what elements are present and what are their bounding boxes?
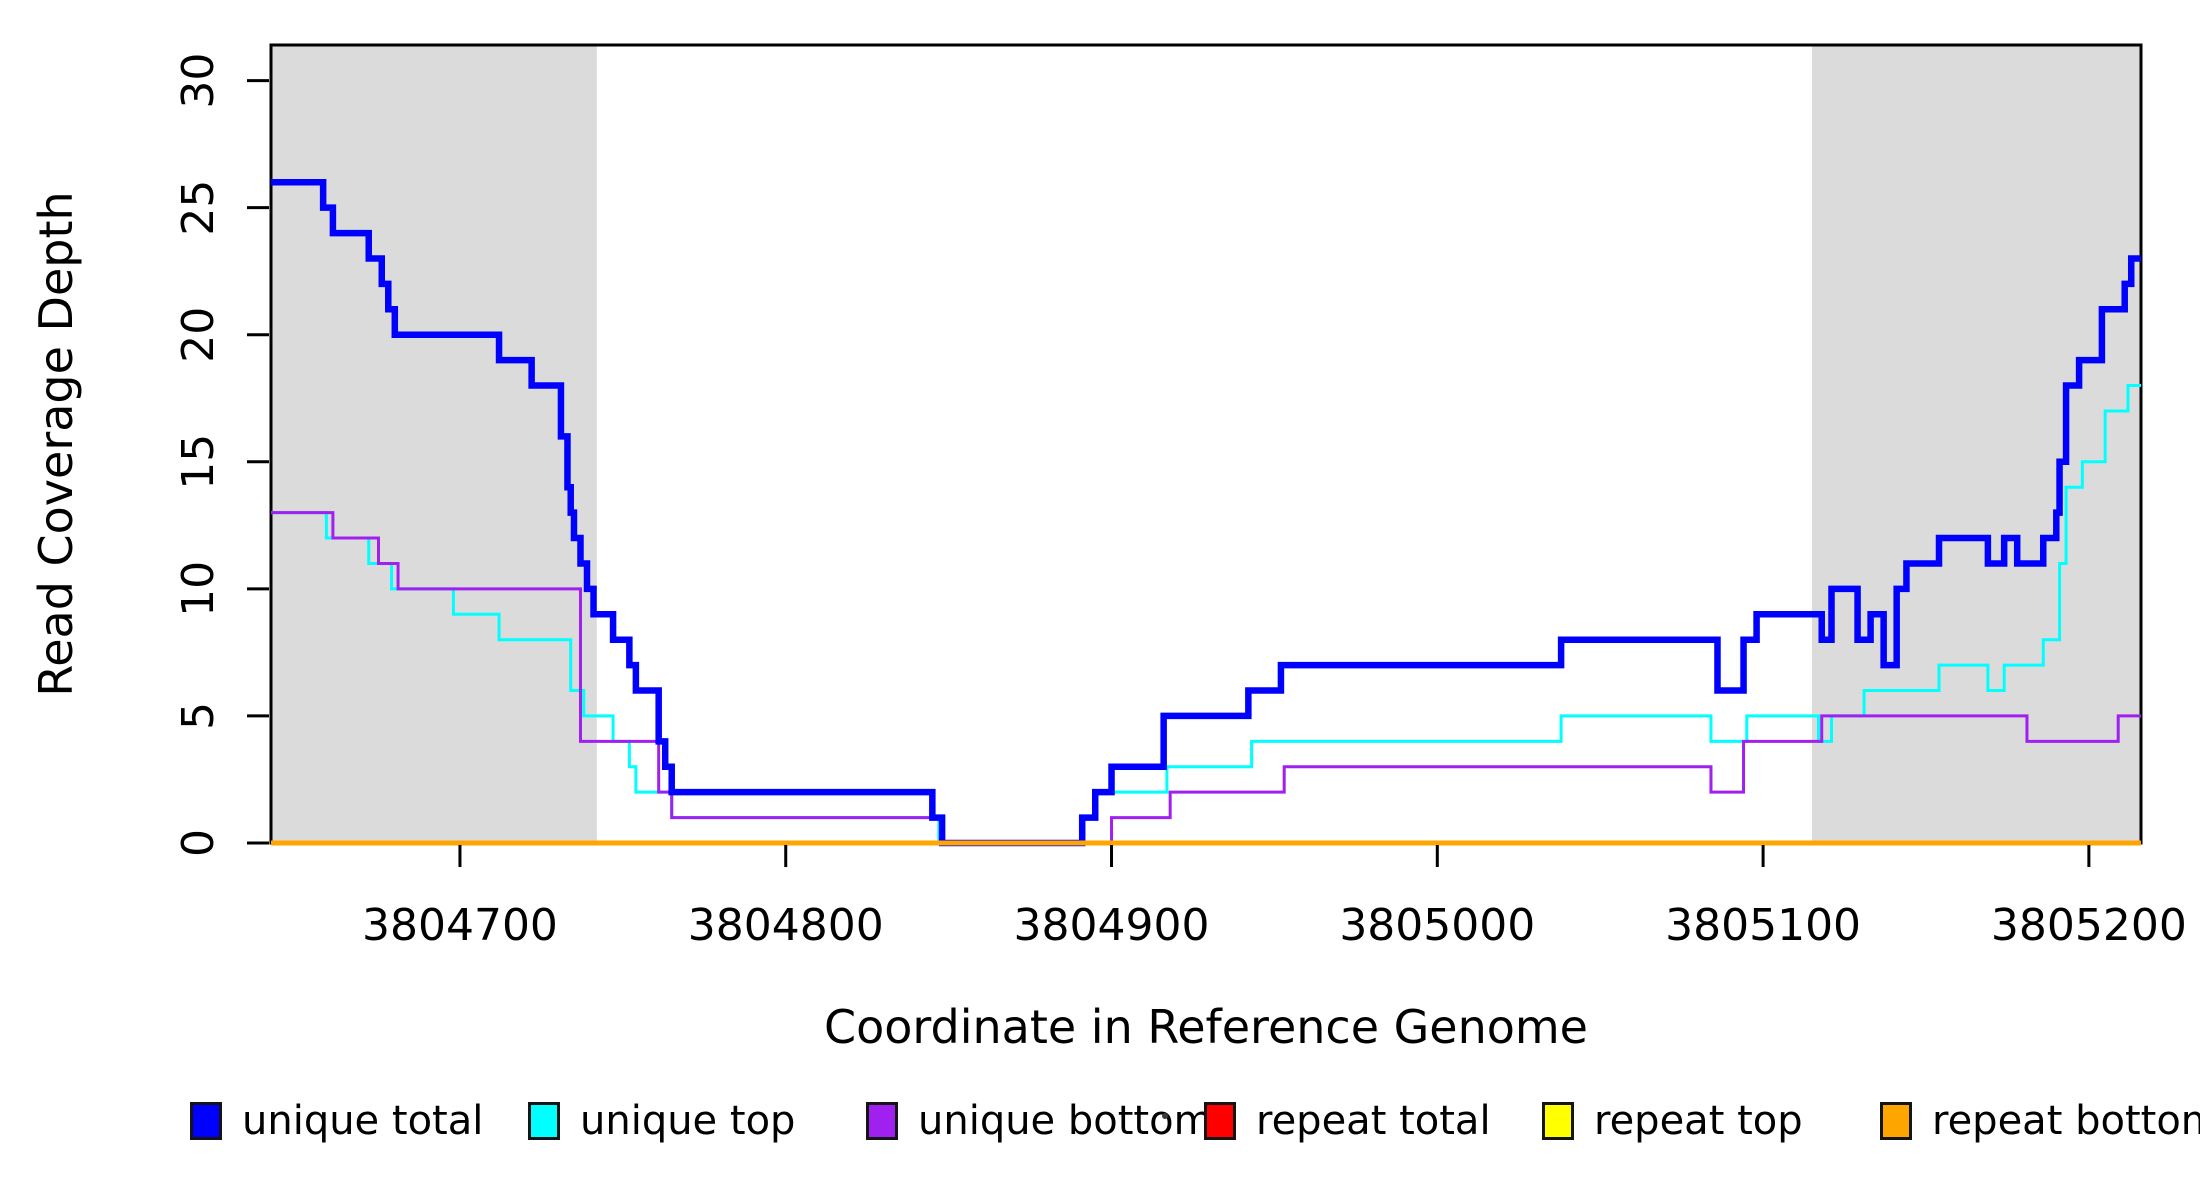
legend-item-unique-bottom: unique bottom [866, 1098, 1213, 1144]
x-tick-label: 3805000 [1339, 900, 1535, 951]
x-axis-title: Coordinate in Reference Genome [824, 1000, 1588, 1054]
series-line-unique-bottom [271, 511, 2141, 845]
legend-swatch-repeat-top [1542, 1102, 1574, 1140]
series-line-unique-total [271, 178, 2141, 847]
legend-swatch-unique-bottom [866, 1102, 898, 1140]
legend-item-repeat-bottom: repeat bottom [1880, 1098, 2200, 1144]
y-tick-label: 20 [173, 307, 224, 363]
x-tick-label: 3805100 [1665, 900, 1861, 951]
x-tick-label: 3804900 [1014, 900, 1210, 951]
y-tick-label: 5 [173, 702, 224, 730]
highlight-region [271, 45, 597, 843]
legend-label: unique bottom [918, 1098, 1213, 1144]
legend-item-unique-total: unique total [190, 1098, 483, 1144]
legend-swatch-unique-top [528, 1102, 560, 1140]
y-tick-label: 30 [173, 53, 224, 109]
y-tick-label: 25 [173, 180, 224, 236]
y-tick-label: 10 [173, 561, 224, 617]
x-tick-label: 3805200 [1991, 900, 2187, 951]
legend-swatch-repeat-total [1204, 1102, 1236, 1140]
x-tick-label: 3804800 [688, 900, 884, 951]
legend-item-repeat-total: repeat total [1204, 1098, 1491, 1144]
stray-dot-artifact [1162, 1113, 1168, 1119]
series-line-unique-top [271, 384, 2141, 845]
y-axis-title: Read Coverage Depth [29, 191, 83, 696]
y-tick-label: 15 [173, 434, 224, 490]
x-tick-label: 3804700 [362, 900, 558, 951]
series-layer [271, 178, 2141, 847]
highlight-regions-layer [271, 45, 2141, 843]
chart-legend: unique total unique top unique bottom repea… [0, 1098, 2200, 1148]
legend-label: repeat bottom [1932, 1098, 2200, 1144]
legend-label: repeat top [1594, 1098, 1803, 1144]
legend-item-repeat-top: repeat top [1542, 1098, 1803, 1144]
axes-layer: 3804700 3804800 3804900 3805000 3805100 38052… [173, 53, 2187, 951]
legend-swatch-repeat-bottom [1880, 1102, 1912, 1140]
legend-label: repeat total [1256, 1098, 1491, 1144]
legend-swatch-unique-total [190, 1102, 222, 1140]
legend-label: unique top [580, 1098, 796, 1144]
legend-label: unique total [242, 1098, 484, 1144]
highlight-region [1811, 45, 2141, 843]
legend-item-unique-top: unique top [528, 1098, 795, 1144]
y-tick-label: 0 [173, 829, 224, 857]
